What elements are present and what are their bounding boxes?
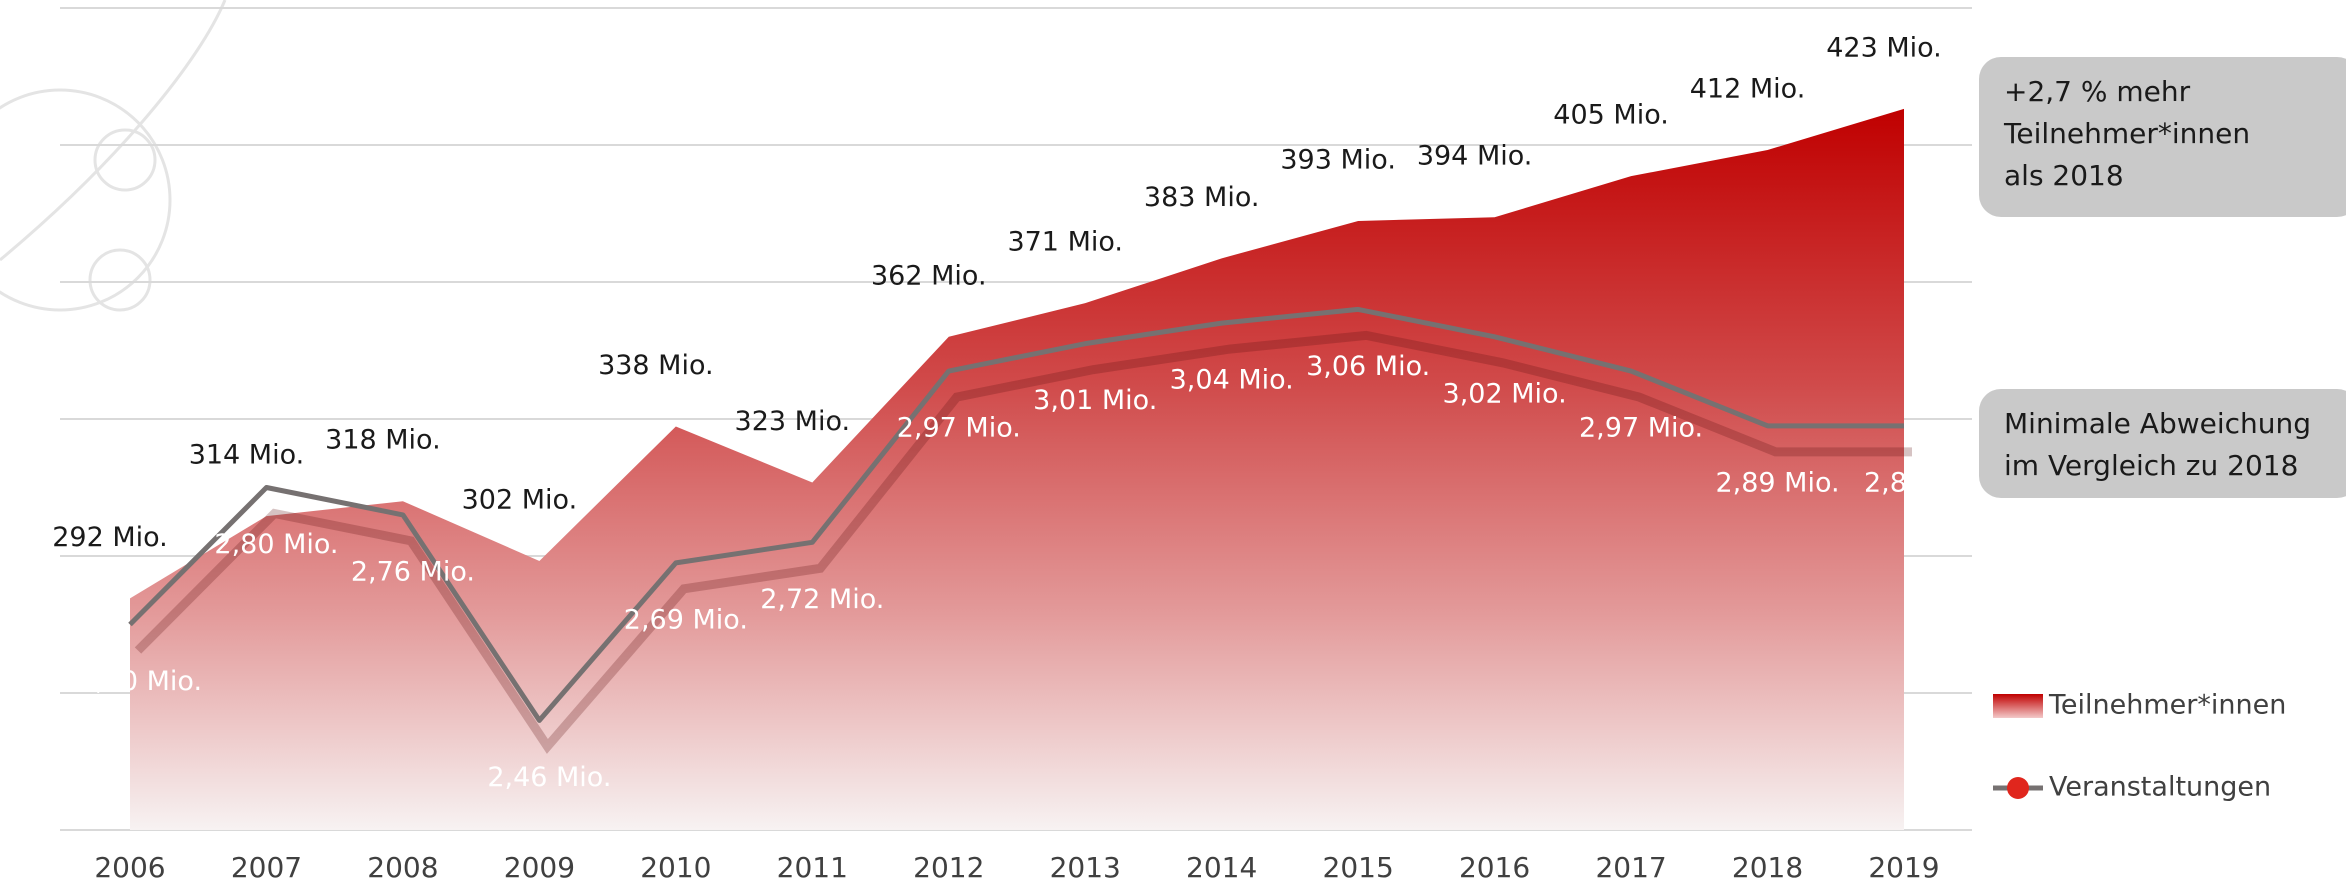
- x-tick-label: 2006: [94, 851, 165, 884]
- data-label: 412 Mio.: [1690, 73, 1806, 104]
- x-tick-label: 2012: [913, 851, 984, 884]
- x-tick-label: 2017: [1595, 851, 1666, 884]
- legend: Teilnehmer*innen Veranstaltungen: [1993, 690, 2286, 803]
- data-label: 2,76 Mio.: [351, 556, 475, 587]
- annotation-text: +2,7 % mehr: [2004, 75, 2191, 108]
- data-label: 362 Mio.: [871, 260, 987, 291]
- data-label: 3,01 Mio.: [1033, 385, 1157, 416]
- x-tick-label: 2014: [1186, 851, 1257, 884]
- x-tick-label: 2013: [1050, 851, 1121, 884]
- x-tick-label: 2011: [777, 851, 848, 884]
- data-label: 292 Mio.: [52, 522, 168, 553]
- data-label: 3,04 Mio.: [1170, 365, 1294, 396]
- line-shadow: [134, 330, 1912, 754]
- data-label: 2,60 Mio.: [78, 666, 202, 697]
- data-label: 383 Mio.: [1144, 182, 1260, 213]
- legend-swatch: [1993, 694, 2043, 718]
- annotation-box: [1979, 389, 2346, 498]
- data-label: 2,89 Mio.: [1715, 467, 1839, 498]
- area: [130, 108, 1904, 830]
- x-tick-label: 2015: [1323, 851, 1394, 884]
- data-label: 371 Mio.: [1007, 227, 1123, 258]
- data-label: 302 Mio.: [462, 484, 578, 515]
- data-label: 338 Mio.: [598, 350, 714, 381]
- data-label: 394 Mio.: [1417, 141, 1533, 172]
- data-label: 2,72 Mio.: [760, 584, 884, 615]
- data-label: 2,69 Mio.: [624, 604, 748, 635]
- annotation-text: als 2018: [2004, 159, 2124, 192]
- annotation-box: [1979, 57, 2346, 217]
- x-tick-label: 2007: [231, 851, 302, 884]
- data-label: 318 Mio.: [325, 425, 441, 456]
- data-label: 2,80 Mio.: [214, 529, 338, 560]
- legend-label: Veranstaltungen: [2049, 772, 2271, 803]
- data-label: 3,06 Mio.: [1306, 351, 1430, 382]
- x-tick-label: 2010: [640, 851, 711, 884]
- annotation-text: Teilnehmer*innen: [2003, 117, 2250, 150]
- data-label: 2,89: [1864, 467, 1924, 498]
- x-tick-label: 2008: [367, 851, 438, 884]
- line: [128, 306, 1904, 723]
- data-label: 2,46 Mio.: [487, 762, 611, 793]
- legend-marker: [2007, 777, 2029, 799]
- x-tick-label: 2019: [1868, 851, 1939, 884]
- decoration: [0, 0, 227, 312]
- annotation-text: im Vergleich zu 2018: [2004, 449, 2298, 482]
- data-label: 393 Mio.: [1280, 144, 1396, 175]
- x-tick-label: 2016: [1459, 851, 1530, 884]
- data-label: 423 Mio.: [1826, 32, 1942, 63]
- plot: 2006 2007 2008 2009 2010 2011 2012 2013 2014 2015…: [52, 32, 1942, 884]
- data-label: 405 Mio.: [1553, 100, 1669, 131]
- data-label: 323 Mio.: [735, 406, 851, 437]
- data-label: 314 Mio.: [189, 440, 305, 471]
- annotations: +2,7 % mehr Teilnehmer*innen als 2018 Minim…: [1979, 57, 2346, 498]
- annotation-text: Minimale Abweichung: [2004, 407, 2311, 440]
- x-tick-label: 2009: [504, 851, 575, 884]
- x-tick-label: 2018: [1732, 851, 1803, 884]
- data-label: 2,97 Mio.: [1579, 413, 1703, 444]
- data-label: 3,02 Mio.: [1443, 378, 1567, 409]
- legend-label: Teilnehmer*innen: [2048, 690, 2286, 721]
- data-label: 2,97 Mio.: [897, 413, 1021, 444]
